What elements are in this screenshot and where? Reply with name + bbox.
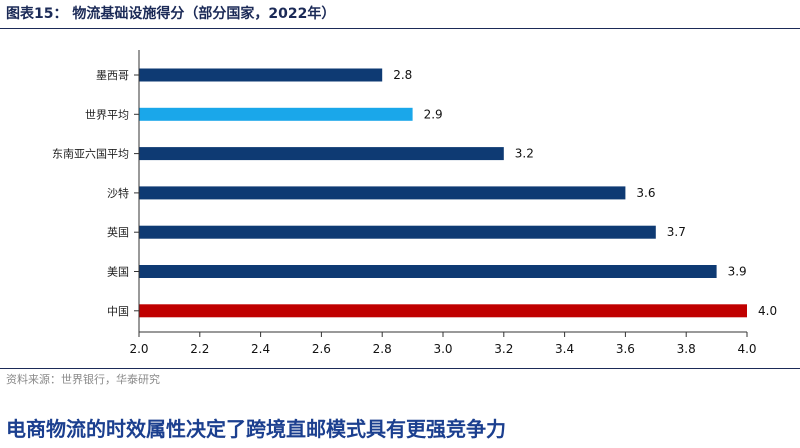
x-tick-label: 2.8 [373, 342, 392, 356]
value-label: 3.7 [667, 225, 686, 239]
value-labels: 2.8 2.9 3.2 3.6 3.7 3.9 4.0 [393, 68, 777, 318]
x-tick-label: 2.0 [129, 342, 148, 356]
bar-3 [139, 186, 626, 200]
bars-group [139, 68, 747, 318]
x-tick-label: 3.4 [555, 342, 574, 356]
bar-0 [139, 68, 383, 82]
value-label: 3.9 [728, 265, 747, 279]
bottom-rule [0, 368, 800, 369]
category-label: 沙特 [107, 186, 129, 200]
x-tick-label: 2.4 [251, 342, 270, 356]
x-tick-label: 3.6 [616, 342, 635, 356]
category-label: 世界平均 [85, 108, 129, 121]
x-tick-label: 3.0 [433, 342, 452, 356]
x-tick-label: 3.8 [677, 342, 696, 356]
category-label: 东南亚六国平均 [52, 148, 129, 161]
bar-4 [139, 225, 656, 239]
value-label: 2.9 [424, 107, 443, 121]
category-label: 英国 [107, 225, 129, 239]
value-label: 4.0 [758, 304, 777, 318]
category-label: 墨西哥 [96, 69, 129, 82]
x-tick-label: 2.6 [312, 342, 331, 356]
bar-2 [139, 147, 504, 161]
bar-5 [139, 265, 717, 278]
top-rule [0, 28, 800, 29]
bar-6 [139, 304, 747, 318]
axes-group: 2.0 2.2 2.4 2.6 2.8 3.0 3.2 3.4 3.6 3.8 4.0 [129, 50, 757, 356]
x-tick-label: 3.2 [494, 342, 513, 356]
x-tick-label: 2.2 [190, 342, 209, 356]
value-label: 3.2 [515, 147, 534, 161]
bar-1 [139, 107, 413, 121]
value-label: 2.8 [393, 68, 412, 82]
source-note: 资料来源：世界银行，华泰研究 [6, 373, 160, 386]
category-label: 美国 [107, 266, 129, 279]
headline: 电商物流的时效属性决定了跨境直邮模式具有更强竞争力 [6, 417, 506, 441]
x-tick-label: 4.0 [737, 342, 756, 356]
category-label: 中国 [107, 305, 129, 318]
figure-title: 图表15： 物流基础设施得分（部分国家，2022年） [6, 6, 336, 22]
value-label: 3.6 [636, 186, 655, 200]
